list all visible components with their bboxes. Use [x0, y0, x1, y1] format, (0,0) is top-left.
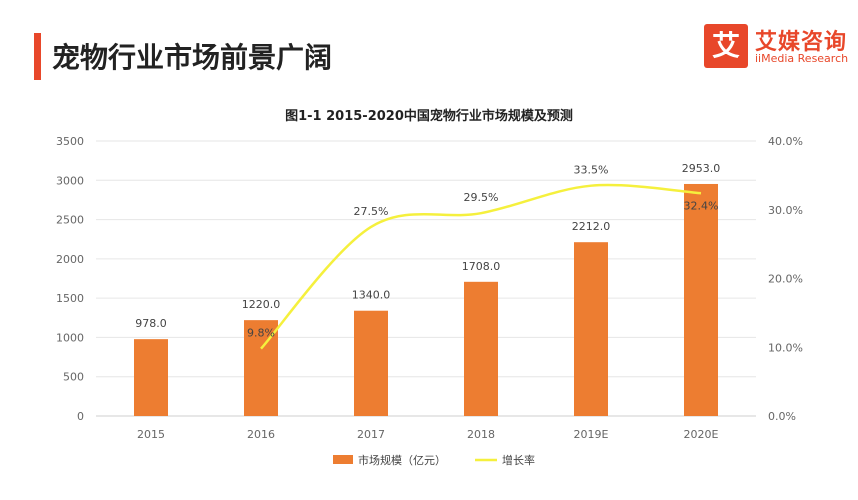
- y-left-tick-label: 1000: [56, 331, 84, 344]
- bar-data-label: 2212.0: [572, 220, 611, 233]
- brand-logo: 艾 艾媒咨询 iiMedia Research: [704, 24, 848, 68]
- bar: [574, 242, 608, 416]
- y-left-tick-label: 0: [77, 410, 84, 423]
- y-left-tick-label: 2500: [56, 214, 84, 227]
- x-tick-label: 2016: [247, 428, 275, 441]
- x-tick-label: 2019E: [574, 428, 609, 441]
- bar-data-label: 978.0: [135, 317, 167, 330]
- page-title: 宠物行业市场前景广阔: [52, 41, 333, 74]
- y-left-tick-label: 3000: [56, 174, 84, 187]
- y-left-tick-label: 1500: [56, 292, 84, 305]
- y-right-tick-label: 40.0%: [768, 135, 803, 148]
- y-left-tick-label: 2000: [56, 253, 84, 266]
- logo-mark-icon: 艾: [704, 24, 748, 68]
- bar-data-label: 1708.0: [462, 260, 501, 273]
- legend-bar-swatch: [333, 455, 353, 464]
- y-left-tick-label: 500: [63, 371, 84, 384]
- x-tick-label: 2020E: [684, 428, 719, 441]
- growth-rate-line: [260, 183, 702, 350]
- y-right-tick-label: 20.0%: [768, 273, 803, 286]
- line-data-label: 33.5%: [574, 164, 609, 177]
- logo-name-en: iiMedia Research: [755, 52, 849, 65]
- y-right-tick-label: 0.0%: [768, 410, 796, 423]
- line-data-label: 9.8%: [247, 327, 275, 340]
- line-data-label: 29.5%: [464, 191, 499, 204]
- x-tick-label: 2017: [357, 428, 385, 441]
- x-tick-label: 2015: [137, 428, 165, 441]
- y-left-tick-label: 3500: [56, 135, 84, 148]
- chart-title: 图1-1 2015-2020中国宠物行业市场规模及预测: [285, 108, 573, 124]
- bar-data-label: 1220.0: [242, 298, 281, 311]
- legend-bar-label: 市场规模（亿元）: [358, 453, 446, 467]
- line-data-label: 27.5%: [354, 205, 389, 218]
- bar-data-label: 1340.0: [352, 289, 391, 302]
- logo-name-cn: 艾媒咨询: [755, 30, 848, 55]
- x-tick-label: 2018: [467, 428, 495, 441]
- bar: [354, 310, 388, 416]
- y-right-tick-label: 10.0%: [768, 341, 803, 354]
- bar: [134, 339, 168, 416]
- legend-line-label: 增长率: [502, 453, 535, 467]
- bar-data-label: 2953.0: [682, 162, 721, 175]
- title-accent-bar: [34, 33, 41, 80]
- line-data-label: 32.4%: [684, 199, 719, 212]
- bar: [684, 183, 718, 416]
- y-right-tick-label: 30.0%: [768, 204, 803, 217]
- bar: [464, 281, 498, 416]
